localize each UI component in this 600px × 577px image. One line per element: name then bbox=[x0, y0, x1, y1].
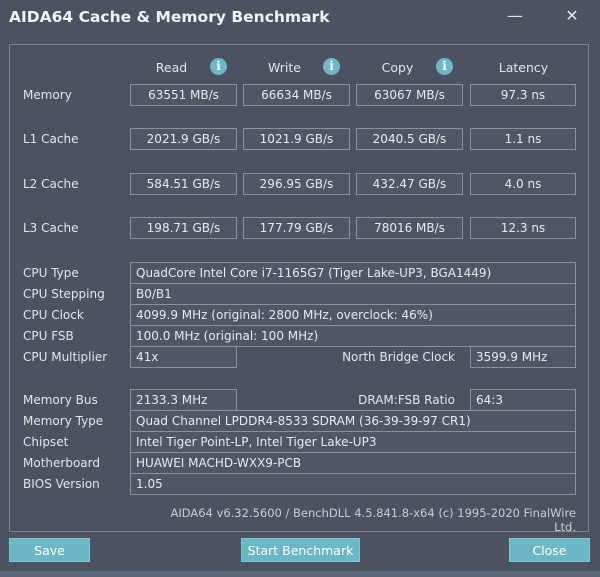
dram-ratio-label: DRAM:FSB Ratio bbox=[358, 393, 455, 407]
column-header-copy: Copy bbox=[381, 60, 414, 75]
nb-clock-label: North Bridge Clock bbox=[342, 350, 455, 364]
row-label: L2 Cache bbox=[23, 177, 79, 191]
cpu-fsb-label: CPU FSB bbox=[23, 329, 74, 343]
memory-bus-value: 2133.3 MHz bbox=[130, 389, 237, 411]
motherboard-value: HUAWEI MACHD-WXX9-PCB bbox=[130, 452, 576, 474]
bench-value-write: 1021.9 GB/s bbox=[243, 128, 350, 150]
bench-value-read: 63551 MB/s bbox=[130, 84, 237, 106]
column-header-latency: Latency bbox=[498, 60, 549, 75]
cpu-stepping-value: B0/B1 bbox=[130, 283, 576, 305]
bench-value-latency: 1.1 ns bbox=[470, 128, 576, 150]
close-icon[interactable]: ✕ bbox=[565, 6, 579, 25]
bench-value-write: 296.95 GB/s bbox=[243, 173, 350, 195]
bench-value-latency: 97.3 ns bbox=[470, 84, 576, 106]
bench-value-copy: 63067 MB/s bbox=[356, 84, 463, 106]
chipset-value: Intel Tiger Point-LP, Intel Tiger Lake-U… bbox=[130, 431, 576, 453]
bench-value-read: 584.51 GB/s bbox=[130, 173, 237, 195]
cpu-clock-label: CPU Clock bbox=[23, 308, 84, 322]
info-icon[interactable]: i bbox=[436, 58, 453, 75]
close-button[interactable]: Close bbox=[509, 538, 590, 562]
start-benchmark-button[interactable]: Start Benchmark bbox=[241, 538, 360, 562]
bios-label: BIOS Version bbox=[23, 477, 100, 491]
column-header-read: Read bbox=[155, 60, 188, 75]
dram-ratio-value: 64:3 bbox=[470, 389, 576, 411]
memory-type-label: Memory Type bbox=[23, 414, 104, 428]
bench-value-latency: 4.0 ns bbox=[470, 173, 576, 195]
bench-value-latency: 12.3 ns bbox=[470, 217, 576, 239]
motherboard-label: Motherboard bbox=[23, 456, 100, 470]
cpu-type-value: QuadCore Intel Core i7-1165G7 (Tiger Lak… bbox=[130, 262, 576, 284]
bench-value-read: 2021.9 GB/s bbox=[130, 128, 237, 150]
cpu-clock-value: 4099.9 MHz (original: 2800 MHz, overcloc… bbox=[130, 304, 576, 326]
info-icon[interactable]: i bbox=[210, 58, 227, 75]
row-label: L3 Cache bbox=[23, 221, 79, 235]
window-title: AIDA64 Cache & Memory Benchmark bbox=[9, 8, 330, 26]
bench-value-copy: 432.47 GB/s bbox=[356, 173, 463, 195]
taskbar-strip bbox=[0, 571, 600, 577]
chipset-label: Chipset bbox=[23, 435, 69, 449]
version-footer: AIDA64 v6.32.5600 / BenchDLL 4.5.841.8-x… bbox=[170, 506, 576, 534]
cpu-fsb-value: 100.0 MHz (original: 100 MHz) bbox=[130, 325, 576, 347]
save-button[interactable]: Save bbox=[9, 538, 90, 562]
bench-value-write: 177.79 GB/s bbox=[243, 217, 350, 239]
info-icon[interactable]: i bbox=[323, 58, 340, 75]
minimize-icon[interactable]: — bbox=[507, 6, 523, 25]
memory-type-value: Quad Channel LPDDR4-8533 SDRAM (36-39-39… bbox=[130, 410, 576, 432]
bios-value: 1.05 bbox=[130, 473, 576, 495]
nb-clock-value: 3599.9 MHz bbox=[470, 346, 576, 368]
bench-value-copy: 78016 MB/s bbox=[356, 217, 463, 239]
cpu-multiplier-label: CPU Multiplier bbox=[23, 350, 108, 364]
bench-value-copy: 2040.5 GB/s bbox=[356, 128, 463, 150]
cpu-stepping-label: CPU Stepping bbox=[23, 287, 105, 301]
column-header-write: Write bbox=[267, 60, 301, 75]
cpu-type-label: CPU Type bbox=[23, 266, 79, 280]
row-label: L1 Cache bbox=[23, 132, 79, 146]
bench-value-read: 198.71 GB/s bbox=[130, 217, 237, 239]
cpu-multiplier-value: 41x bbox=[130, 346, 237, 368]
benchmark-panel bbox=[9, 44, 589, 532]
row-label: Memory bbox=[23, 88, 72, 102]
memory-bus-label: Memory Bus bbox=[23, 393, 98, 407]
bench-value-write: 66634 MB/s bbox=[243, 84, 350, 106]
